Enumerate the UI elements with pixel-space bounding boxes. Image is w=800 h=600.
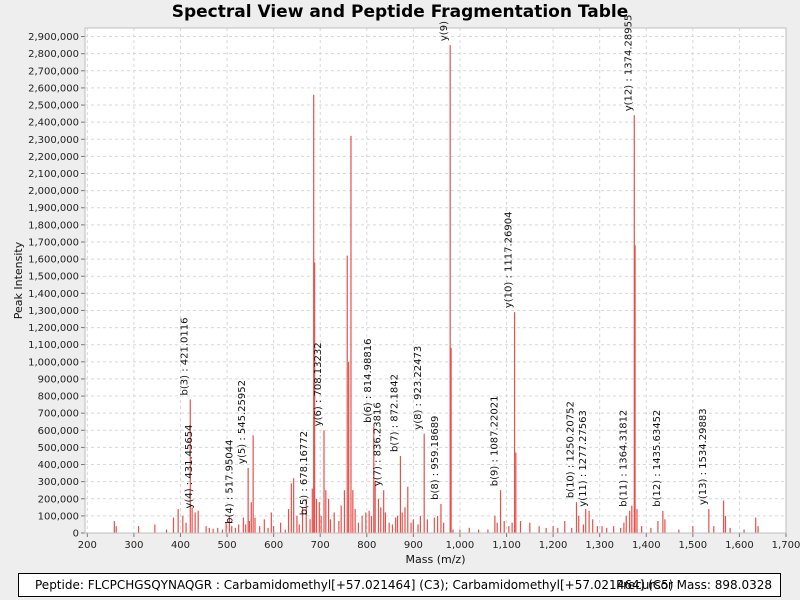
- y-tick-label: 2,300,000: [28, 135, 79, 146]
- y-tick-label: 2,100,000: [28, 169, 79, 180]
- y-tick-label: 1,400,000: [28, 289, 79, 300]
- y-tick-label: 1,500,000: [28, 272, 79, 283]
- x-axis-label: Mass (m/z): [406, 553, 466, 566]
- peak-annotation: b(4) : 517.95044: [224, 440, 235, 524]
- peak-annotation: b(11) : 1364.31812: [619, 410, 630, 507]
- y-tick-label: 2,400,000: [28, 118, 79, 129]
- y-tick-label: 1,700,000: [28, 237, 79, 248]
- y-tick-label: 300,000: [38, 477, 79, 488]
- chart-title: Spectral View and Peptide Fragmentation …: [171, 2, 629, 22]
- y-tick-label: 2,200,000: [28, 152, 79, 163]
- x-tick-label: 500: [218, 540, 237, 551]
- y-tick-label: 1,300,000: [28, 306, 79, 317]
- y-tick-label: 1,100,000: [28, 340, 79, 351]
- x-tick-label: 1,200: [539, 540, 568, 551]
- peak-annotation: y(8) : 923.22473: [413, 346, 424, 430]
- peak-annotation: b(3) : 421.0116: [179, 318, 190, 396]
- y-tick-label: 1,600,000: [28, 255, 79, 266]
- peak-annotation: b(8) : 959.18689: [430, 416, 441, 500]
- plot-border: [84, 27, 787, 534]
- y-tick-label: 2,700,000: [28, 66, 79, 77]
- y-tick-label: 2,500,000: [28, 101, 79, 112]
- y-tick-label: 1,900,000: [28, 203, 79, 214]
- peptide-info: Peptide: FLCPCHGSQYNAQGR : Carbamidometh…: [35, 578, 674, 592]
- x-tick-label: 1,700: [772, 540, 800, 551]
- y-tick-label: 1,800,000: [28, 220, 79, 231]
- y-tick-label: 200,000: [38, 494, 79, 505]
- y-tick-label: 0: [73, 529, 79, 540]
- y-tick-label: 2,600,000: [28, 83, 79, 94]
- peak-annotation: b(7) : 872.1842: [389, 374, 400, 452]
- peak-annotation: y(12) : 1374.28955: [623, 15, 634, 112]
- y-tick-label: 1,000,000: [28, 357, 79, 368]
- y-tick-label: 2,000,000: [28, 186, 79, 197]
- x-tick-label: 400: [171, 540, 190, 551]
- x-tick-label: 700: [311, 540, 330, 551]
- peak-annotation: b(9) : 1087.22021: [490, 396, 501, 487]
- y-tick-label: 700,000: [38, 409, 79, 420]
- y-tick-label: 2,800,000: [28, 49, 79, 60]
- peak-annotation: b(5) : 678.16772: [299, 431, 310, 515]
- peak-annotation: y(13) : 1534.29883: [698, 408, 709, 505]
- peak-annotation: y(7) : 836.23816: [373, 402, 384, 486]
- x-tick-label: 1,500: [679, 540, 708, 551]
- x-tick-label: 1,600: [725, 540, 754, 551]
- peak-annotation: y(11) : 1277.27563: [578, 410, 589, 507]
- axes: 0 100,000 200,000 300,000 400,000 500,000 600,…: [28, 27, 800, 551]
- annotations: b(3) : 421.0116 y(4) : 431.45654 b(4) : 51…: [179, 14, 709, 523]
- y-tick-label: 100,000: [38, 511, 79, 522]
- peak-annotation: b(12) : 1435.63452: [652, 410, 663, 507]
- peak-annotation: y(10) : 1117.26904: [504, 212, 515, 309]
- y-tick-label: 2,900,000: [28, 32, 79, 43]
- y-tick-label: 600,000: [38, 426, 79, 437]
- y-tick-label: 800,000: [38, 392, 79, 403]
- peak-annotation: y(6) : 708.13232: [313, 342, 324, 426]
- precursor-mass: Precursor Mass: 898.0328: [616, 578, 772, 592]
- x-tick-label: 900: [404, 540, 423, 551]
- peak-annotation: y(4) : 431.45654: [184, 425, 195, 509]
- x-tick-label: 1,000: [446, 540, 475, 551]
- x-tick-label: 1,400: [632, 540, 661, 551]
- x-tick-label: 200: [78, 540, 97, 551]
- peaks: [113, 45, 759, 533]
- x-tick-label: 1,100: [492, 540, 521, 551]
- x-tick-label: 800: [357, 540, 376, 551]
- y-tick-label: 1,200,000: [28, 323, 79, 334]
- y-tick-label: 900,000: [38, 374, 79, 385]
- x-tick-label: 600: [264, 540, 283, 551]
- peak-annotation: y(9) :: [439, 14, 450, 41]
- y-tick-label: 500,000: [38, 443, 79, 454]
- x-tick-label: 1,300: [585, 540, 614, 551]
- peak-annotation: y(5) : 545.25952: [237, 380, 248, 464]
- x-tick-label: 300: [124, 540, 143, 551]
- peak-annotation: b(6) : 814.98816: [363, 339, 374, 423]
- y-axis-label: Peak Intensity: [12, 241, 25, 319]
- info-bar: Peptide: FLCPCHGSQYNAQGR : Carbamidometh…: [18, 573, 781, 597]
- plot-area: [85, 28, 786, 533]
- y-tick-label: 400,000: [38, 460, 79, 471]
- peak-annotation: b(10) : 1250.20752: [565, 401, 576, 498]
